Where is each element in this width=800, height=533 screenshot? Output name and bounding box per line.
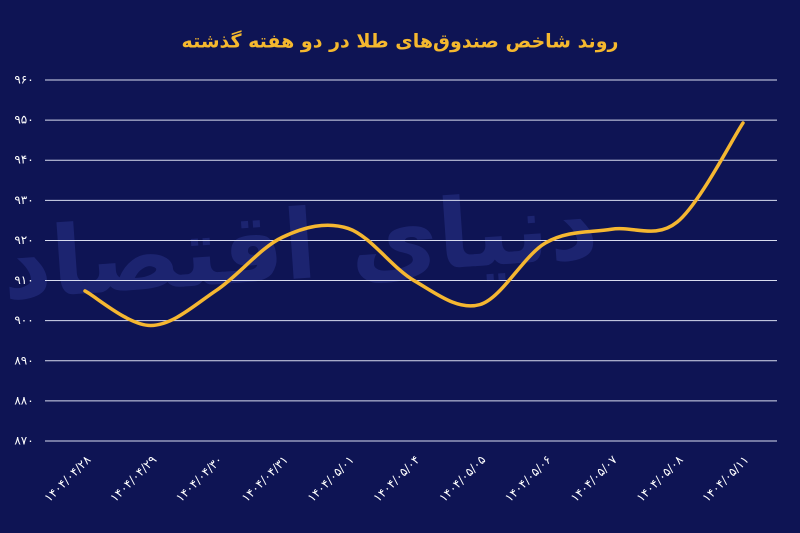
- x-tick-label: ۱۴۰۴/۰۵/۰۴: [371, 453, 423, 505]
- y-tick-label: ۸۷۰: [14, 434, 33, 448]
- y-tick-label: ۹۵۰: [14, 113, 33, 127]
- y-tick-label: ۹۳۰: [14, 193, 33, 207]
- x-tick-label: ۱۴۰۴/۰۴/۳۰: [173, 453, 225, 505]
- x-tick-label: ۱۴۰۴/۰۴/۲۹: [107, 453, 159, 505]
- y-tick-label: ۹۶۰: [14, 73, 33, 87]
- x-tick-label: ۱۴۰۴/۰۵/۰۱: [305, 453, 357, 505]
- x-tick-label: ۱۴۰۴/۰۵/۰۶: [502, 453, 554, 505]
- chart-title: روند شاخص صندوق‌های طلا در دو هفته گذشته: [182, 30, 619, 53]
- y-tick-label: ۹۲۰: [14, 233, 33, 247]
- y-tick-label: ۹۱۰: [14, 273, 33, 287]
- y-tick-label: ۸۹۰: [14, 353, 33, 367]
- y-tick-label: ۸۸۰: [14, 393, 33, 407]
- x-tick-label: ۱۴۰۴/۰۴/۳۱: [239, 453, 291, 505]
- y-tick-label: ۹۴۰: [14, 153, 33, 167]
- x-tick-label: ۱۴۰۴/۰۴/۲۸: [42, 452, 94, 504]
- x-tick-label: ۱۴۰۴/۰۵/۰۷: [568, 452, 620, 504]
- x-tick-label: ۱۴۰۴/۰۵/۰۵: [436, 453, 488, 505]
- watermark: دنیای اقتصاد: [0, 169, 601, 322]
- line: [83, 121, 745, 328]
- y-tick-label: ۹۰۰: [14, 313, 33, 327]
- x-tick-label: ۱۴۰۴/۰۵/۱۱: [700, 453, 752, 505]
- x-tick-label: ۱۴۰۴/۰۵/۰۸: [634, 452, 686, 504]
